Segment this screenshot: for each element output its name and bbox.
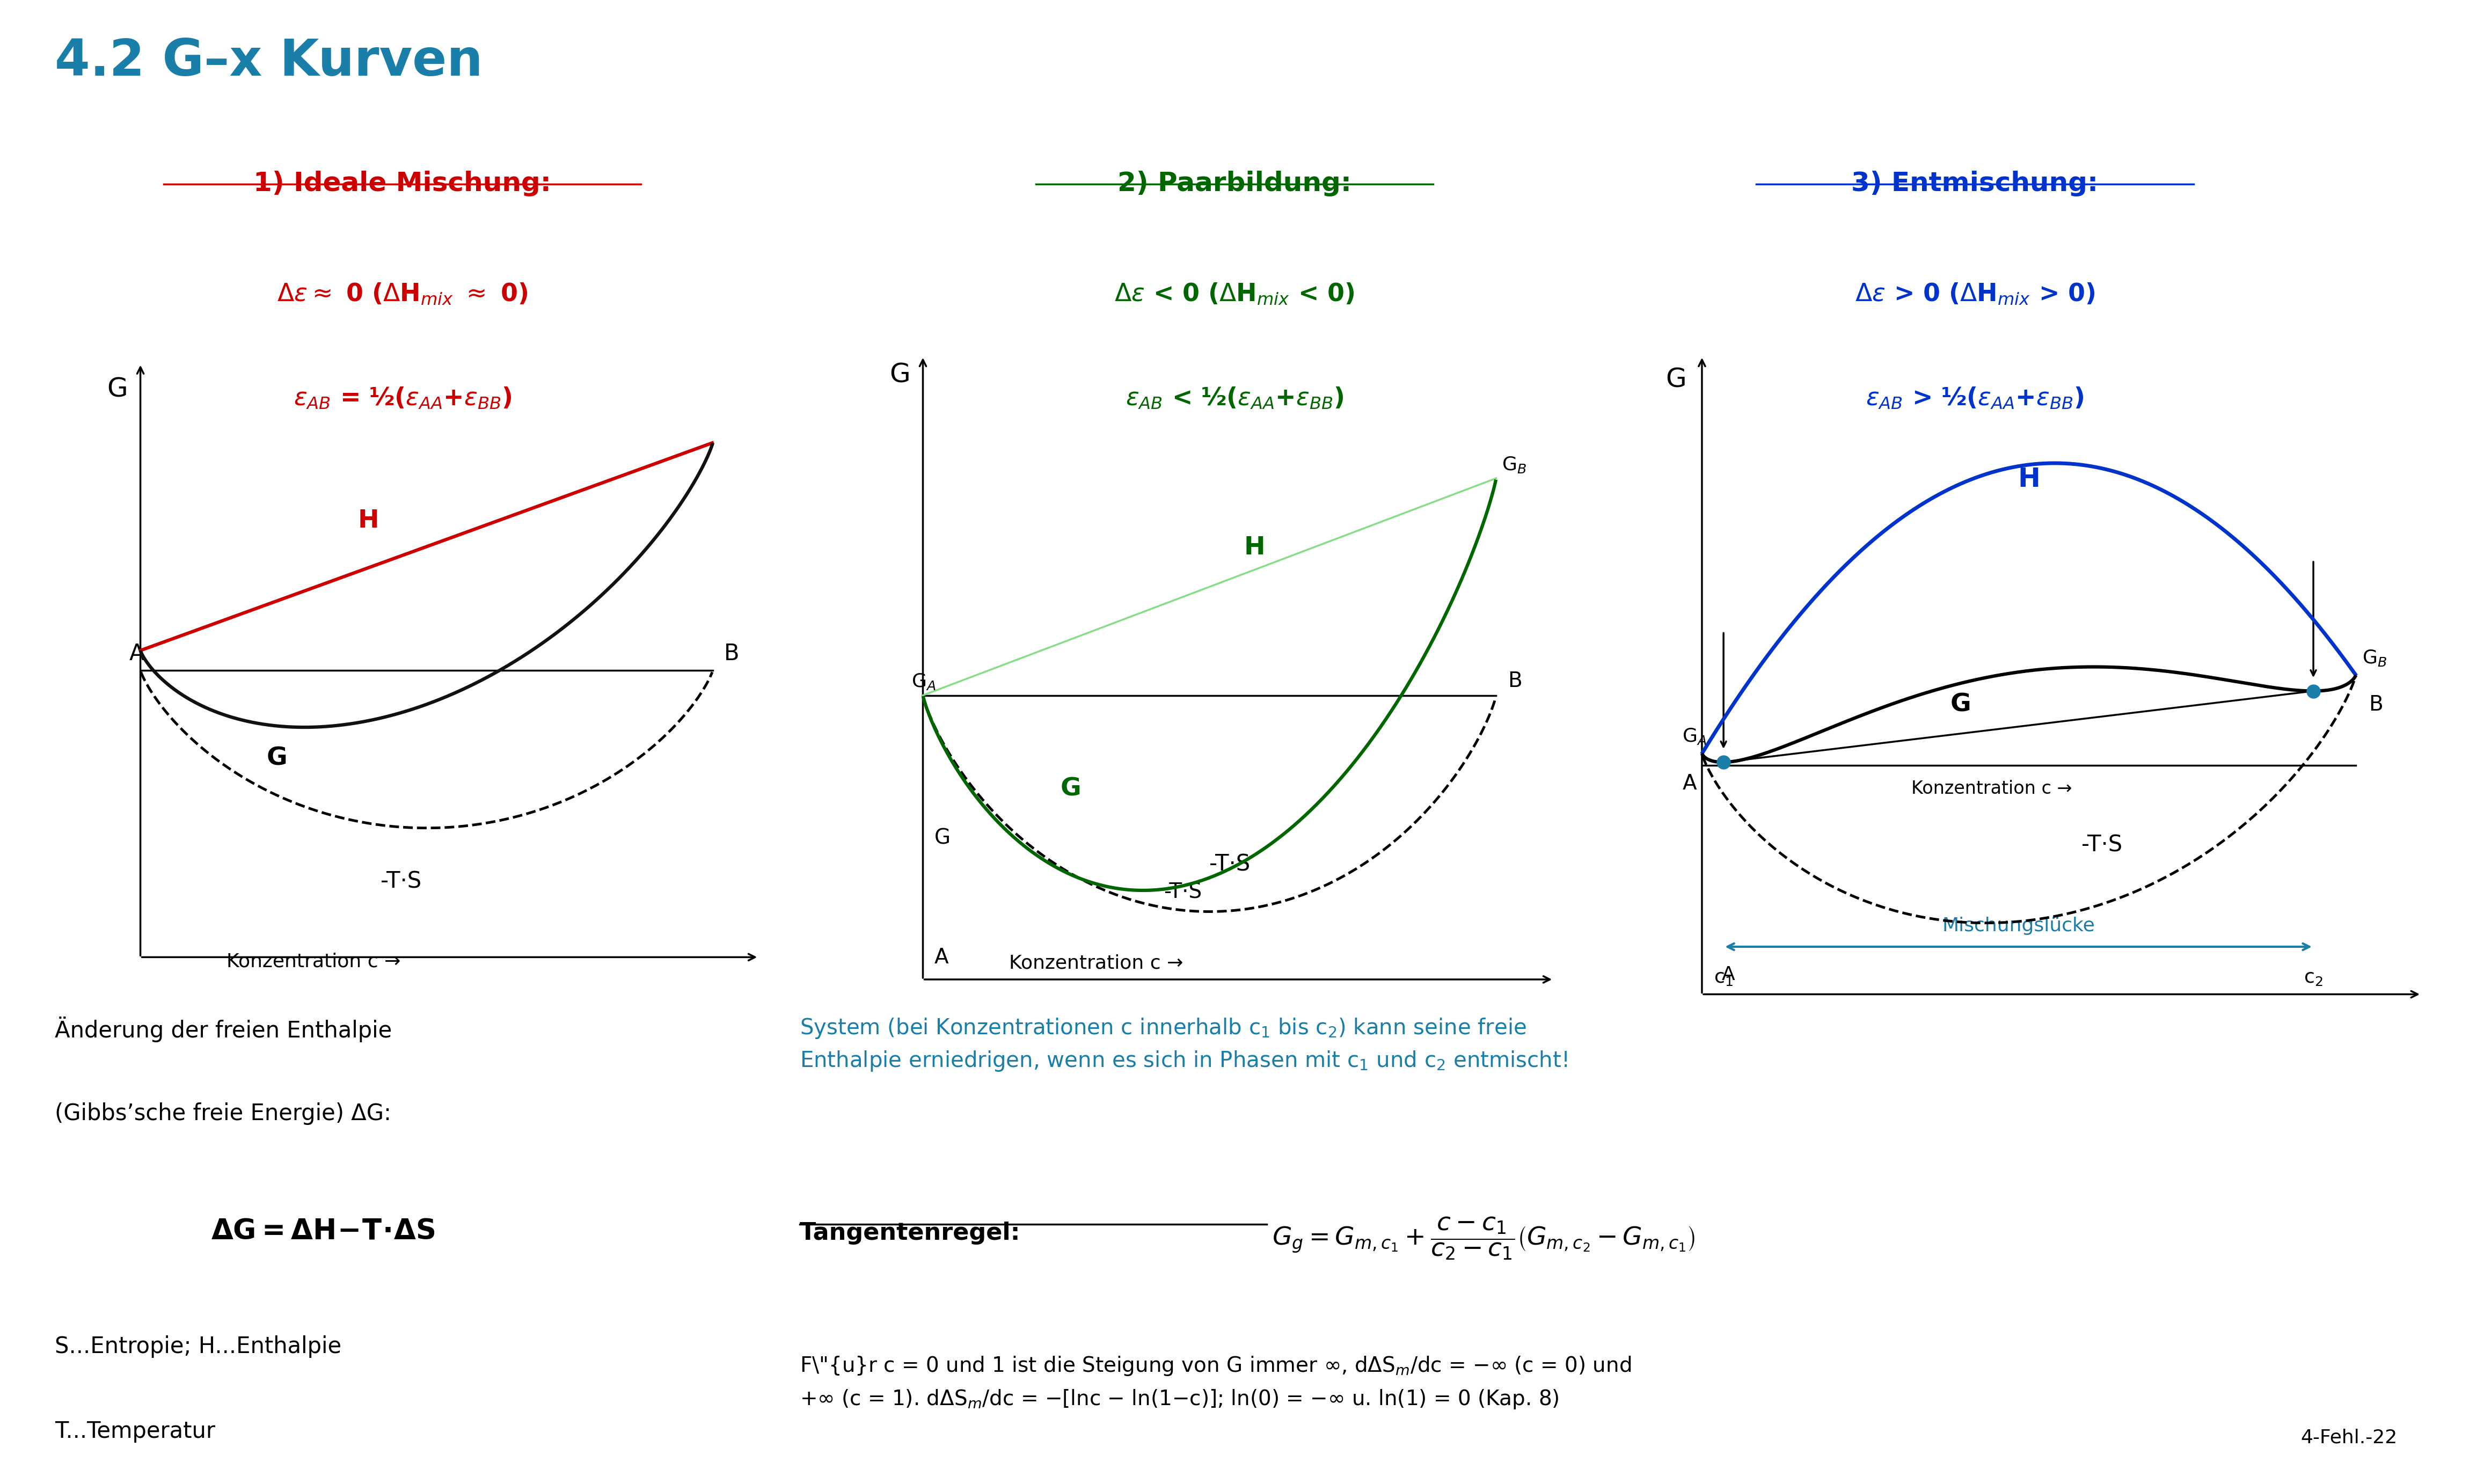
Text: $\mathbf{\Delta G = \Delta H\!-\!T\!\cdot\!\Delta S}$: $\mathbf{\Delta G = \Delta H\!-\!T\!\cdo… (211, 1217, 435, 1245)
Text: H: H (1244, 536, 1264, 559)
Text: G$_B$: G$_B$ (2362, 649, 2387, 668)
Text: G: G (1664, 367, 1687, 393)
Text: 4.2 G–x Kurven: 4.2 G–x Kurven (55, 37, 482, 86)
Text: c$_1$: c$_1$ (1714, 969, 1734, 987)
Text: $\Delta\varepsilon \approx$ 0 ($\Delta$H$_{mix}$ $\approx$ 0): $\Delta\varepsilon \approx$ 0 ($\Delta$H… (278, 282, 527, 307)
Text: Konzentration c →: Konzentration c → (1910, 781, 2072, 798)
Text: $\varepsilon_{AB}$ = ½($\varepsilon_{AA}$+$\varepsilon_{BB}$): $\varepsilon_{AB}$ = ½($\varepsilon_{AA}… (293, 386, 512, 411)
Text: -T·S: -T·S (2082, 834, 2121, 856)
Text: Tangentenregel:: Tangentenregel: (800, 1221, 1028, 1245)
Text: 3) Entmischung:: 3) Entmischung: (1851, 171, 2099, 196)
Text: (Gibbs’sche freie Energie) ΔG:: (Gibbs’sche freie Energie) ΔG: (55, 1103, 390, 1125)
Text: -T·S: -T·S (380, 870, 422, 893)
Text: G: G (889, 362, 909, 387)
Text: G$_A$: G$_A$ (912, 672, 936, 692)
Text: A: A (1682, 773, 1697, 794)
Text: TU: TU (2328, 52, 2372, 80)
Text: F\"{u}r c = 0 und 1 ist die Steigung von G immer $\infty$, d$\Delta$S$_m$/dc = $: F\"{u}r c = 0 und 1 ist die Steigung von… (800, 1355, 1632, 1410)
Text: System (bei Konzentrationen c innerhalb c$_1$ bis c$_2$) kann seine freie
Enthal: System (bei Konzentrationen c innerhalb … (800, 1017, 1567, 1073)
Text: 4-Fehl.-22: 4-Fehl.-22 (2300, 1429, 2397, 1447)
Text: G: G (1950, 693, 1972, 717)
Text: B: B (2370, 695, 2382, 715)
Text: $G_g = G_{m,c_1} + \dfrac{c-c_1}{c_2-c_1}\left(G_{m,c_2} - G_{m,c_1}\right)$: $G_g = G_{m,c_1} + \dfrac{c-c_1}{c_2-c_1… (1272, 1215, 1694, 1261)
Text: G: G (266, 746, 288, 770)
Text: B: B (725, 643, 740, 665)
Text: G$_B$: G$_B$ (1503, 456, 1528, 475)
Text: -T·S: -T·S (1163, 881, 1202, 902)
Text: $\Delta\varepsilon$ < 0 ($\Delta$H$_{mix}$ < 0): $\Delta\varepsilon$ < 0 ($\Delta$H$_{mix… (1115, 282, 1354, 307)
Text: 2) Paarbildung:: 2) Paarbildung: (1118, 171, 1351, 196)
Text: $\varepsilon_{AB}$ < ½($\varepsilon_{AA}$+$\varepsilon_{BB}$): $\varepsilon_{AB}$ < ½($\varepsilon_{AA}… (1125, 386, 1344, 411)
Text: H: H (358, 509, 380, 533)
Text: -T·S: -T·S (1210, 853, 1249, 876)
Text: 1) Ideale Mischung:: 1) Ideale Mischung: (253, 171, 551, 196)
Text: Konzentration c →: Konzentration c → (226, 953, 400, 971)
Text: G: G (1061, 776, 1081, 801)
Text: G: G (934, 828, 951, 847)
Text: $\varepsilon_{AB}$ > ½($\varepsilon_{AA}$+$\varepsilon_{BB}$): $\varepsilon_{AB}$ > ½($\varepsilon_{AA}… (1865, 386, 2084, 411)
Text: WIEN: WIEN (2323, 142, 2377, 160)
Text: Änderung der freien Enthalpie: Änderung der freien Enthalpie (55, 1017, 392, 1042)
Text: A: A (1721, 966, 1734, 984)
Text: H: H (2017, 466, 2039, 493)
Text: S...Entropie; H...Enthalpie: S...Entropie; H...Enthalpie (55, 1336, 340, 1358)
Text: Konzentration c →: Konzentration c → (1009, 954, 1182, 972)
Text: G$_A$: G$_A$ (1682, 727, 1707, 746)
Text: B: B (1508, 671, 1523, 692)
Text: c$_2$: c$_2$ (2303, 969, 2323, 987)
Text: A: A (934, 947, 949, 968)
Text: T...Temperatur: T...Temperatur (55, 1420, 216, 1442)
Text: Mischungslücke: Mischungslücke (1942, 917, 2094, 935)
Text: A: A (129, 643, 144, 665)
Text: G: G (107, 377, 127, 402)
Text: $\Delta\varepsilon$ > 0 ($\Delta$H$_{mix}$ > 0): $\Delta\varepsilon$ > 0 ($\Delta$H$_{mix… (1856, 282, 2094, 307)
